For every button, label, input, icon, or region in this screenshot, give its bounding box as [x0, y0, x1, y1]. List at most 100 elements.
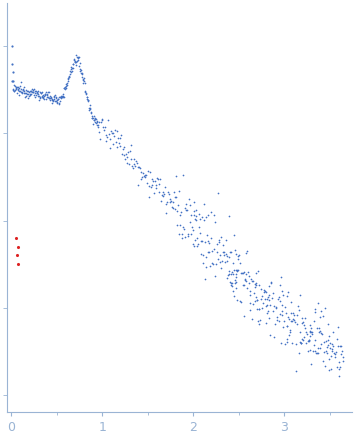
Point	[23, 90, 29, 97]
Point	[65, 75, 70, 82]
Point	[185, 231, 191, 238]
Point	[184, 201, 189, 208]
Point	[319, 330, 325, 337]
Point	[328, 366, 334, 373]
Point	[28, 87, 33, 94]
Point	[322, 363, 328, 370]
Point	[47, 94, 53, 101]
Point	[312, 348, 318, 355]
Point	[308, 325, 314, 332]
Point	[290, 310, 296, 317]
Point	[35, 88, 40, 95]
Point	[11, 88, 16, 95]
Point	[225, 257, 230, 264]
Point	[148, 183, 154, 190]
Point	[59, 94, 64, 101]
Point	[235, 256, 241, 263]
Point	[198, 250, 204, 257]
Point	[296, 306, 302, 313]
Point	[267, 331, 273, 338]
Point	[219, 257, 225, 264]
Point	[9, 43, 15, 50]
Point	[19, 90, 24, 97]
Point	[80, 76, 86, 83]
Point	[81, 80, 86, 87]
Point	[288, 317, 294, 324]
Point	[167, 198, 173, 205]
Point	[63, 81, 69, 88]
Point	[295, 302, 301, 309]
Point	[281, 317, 287, 324]
Point	[253, 281, 259, 288]
Point	[25, 90, 31, 97]
Point	[16, 260, 21, 267]
Point	[133, 158, 139, 165]
Point	[209, 247, 215, 254]
Point	[56, 100, 62, 107]
Point	[228, 282, 234, 289]
Point	[283, 309, 289, 316]
Point	[92, 119, 98, 126]
Point	[306, 337, 311, 344]
Point	[23, 92, 28, 99]
Point	[151, 189, 157, 196]
Point	[297, 291, 302, 298]
Point	[81, 74, 87, 81]
Point	[67, 70, 73, 77]
Point	[336, 358, 342, 365]
Point	[317, 327, 322, 334]
Point	[105, 116, 111, 123]
Point	[288, 298, 294, 305]
Point	[248, 275, 254, 282]
Point	[261, 287, 267, 294]
Point	[122, 156, 128, 163]
Point	[48, 97, 53, 104]
Point	[286, 316, 292, 323]
Point	[13, 83, 19, 90]
Point	[275, 296, 281, 303]
Point	[78, 67, 83, 74]
Point	[182, 233, 188, 240]
Point	[329, 346, 335, 353]
Point	[89, 114, 95, 121]
Point	[291, 311, 296, 318]
Point	[45, 88, 51, 95]
Point	[103, 132, 108, 139]
Point	[136, 163, 142, 170]
Point	[16, 92, 22, 99]
Point	[66, 74, 72, 81]
Point	[164, 198, 170, 205]
Point	[52, 97, 58, 104]
Point	[38, 88, 43, 95]
Point	[14, 90, 20, 97]
Point	[100, 116, 105, 123]
Point	[252, 297, 258, 304]
Point	[308, 361, 313, 368]
Point	[316, 345, 321, 352]
Point	[229, 280, 235, 287]
Point	[79, 71, 84, 78]
Point	[257, 281, 262, 288]
Point	[158, 198, 164, 205]
Point	[289, 340, 295, 347]
Point	[334, 364, 339, 371]
Point	[125, 148, 131, 155]
Point	[159, 192, 165, 199]
Point	[257, 321, 262, 328]
Point	[10, 85, 16, 92]
Point	[174, 208, 180, 215]
Point	[85, 97, 91, 104]
Point	[175, 202, 181, 209]
Point	[304, 330, 310, 337]
Point	[192, 236, 197, 243]
Point	[38, 89, 44, 96]
Point	[93, 115, 99, 122]
Point	[117, 135, 122, 142]
Point	[193, 212, 199, 219]
Point	[21, 84, 27, 91]
Point	[44, 91, 50, 98]
Point	[272, 334, 277, 341]
Point	[257, 317, 263, 324]
Point	[35, 93, 41, 100]
Point	[197, 216, 203, 223]
